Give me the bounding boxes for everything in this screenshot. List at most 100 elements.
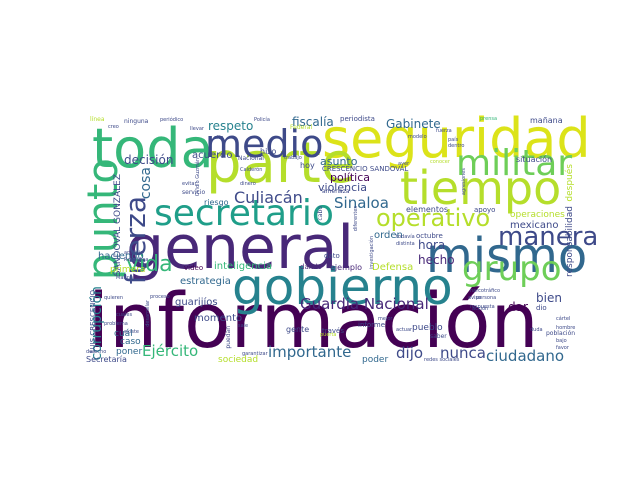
word-pueblo: pueblo: [412, 323, 443, 333]
word-situacion: situación: [516, 155, 553, 164]
word-fiscalia: fiscalía: [292, 115, 334, 129]
word-evitar: evitar: [182, 181, 197, 187]
word-hizo: hizo: [260, 147, 277, 156]
word-guardia-nacional: Guardia Nacional: [300, 295, 429, 313]
word-hora: hora: [418, 238, 446, 252]
word-ejemplo: ejemplo: [330, 263, 363, 272]
word-poblacion: población: [546, 330, 576, 337]
word-grupo: grupo: [462, 249, 562, 289]
word-cuales: cuales: [116, 312, 133, 318]
word-servicio: servicio: [182, 189, 206, 196]
word-periodico: periódico: [160, 117, 184, 123]
word-informe: informe: [358, 321, 386, 329]
word-ciudadano: ciudadano: [486, 347, 565, 365]
word-quieren: quieren: [104, 295, 123, 301]
word-diferentes: diferentes: [353, 206, 359, 232]
word-creo: creo: [108, 124, 119, 130]
word-favor: favor: [556, 345, 569, 351]
word-mismo: mismo: [426, 228, 588, 284]
word-sale: sale: [238, 323, 249, 329]
word-operaciones: operaciones: [510, 210, 565, 220]
word-respeto: respeto: [208, 119, 254, 133]
word-policia: Policía: [254, 117, 270, 123]
word-apoyo: apoyo: [474, 206, 496, 214]
word-momento: momento: [194, 313, 243, 324]
word-general: general: [126, 213, 355, 283]
word-vida: vida: [126, 252, 173, 277]
word-seguridad: seguridad: [322, 107, 591, 170]
word-poner: poner: [116, 347, 143, 357]
word-orden: orden: [374, 230, 403, 241]
word-hecho: hecho: [418, 253, 455, 267]
word-accion: acción: [472, 306, 489, 312]
word-cartel: cártel: [556, 316, 571, 322]
word-marina: Marina: [116, 275, 134, 281]
word-federal: Federal: [290, 124, 313, 131]
word-cual: cuál: [114, 329, 133, 339]
word-guarijios: guarijíos: [175, 297, 218, 308]
word-trabajo: trabajo: [284, 155, 302, 161]
word-octubre: octubre: [416, 232, 443, 240]
word-mejor: mejor: [378, 316, 393, 322]
word-despues: después: [565, 164, 575, 202]
word-duda: duda: [530, 327, 543, 333]
word-luis-crescencio: LUIS CRESCENCIO: [89, 290, 97, 354]
word-culiacan: Culiacán: [234, 188, 303, 207]
word-analisis: análisis: [124, 250, 143, 256]
word-distinta: distinta: [396, 241, 415, 247]
word-garantizar: garantizar: [242, 351, 268, 357]
word-problema: problema: [104, 321, 128, 327]
word-fuerza-small: fuerza: [436, 128, 452, 134]
word-asunto: asunto: [320, 155, 358, 168]
word-gobierno: gobierno: [232, 258, 453, 316]
word-acuerdo: acuerdo: [192, 150, 233, 161]
word-defensa: Defensa: [372, 262, 414, 273]
word-crescencio-sandoval: CRESCENCIO SANDOVAL: [322, 165, 409, 173]
word-violencia: violencia: [318, 181, 367, 194]
word-respuesta: respuesta: [470, 304, 495, 310]
word-proceso: proceso: [150, 294, 170, 300]
word-dentro: dentro: [448, 143, 465, 149]
word-dijo: dijo: [396, 344, 424, 362]
word-puerta: puerta: [320, 332, 337, 338]
word-dando: dando: [300, 263, 322, 271]
word-actuar: actuar: [396, 327, 413, 333]
word-ninguna: ninguna: [124, 118, 149, 125]
word-conocer: conocer: [430, 159, 450, 165]
word-ejercito: Ejército: [142, 342, 199, 360]
word-redes-sociales: redes sociales: [424, 357, 460, 363]
word-dar: dar: [508, 300, 528, 314]
word-agresiones: agresiones: [461, 168, 467, 196]
word-elementos: elementos: [406, 205, 449, 214]
word-dio: dio: [536, 304, 547, 312]
word-dinero: dinero: [240, 181, 256, 187]
word-puedan: puedan: [225, 326, 232, 349]
word-amenaza: amenaza: [322, 188, 350, 195]
word-parte: parte: [206, 131, 356, 196]
word-manera: manera: [498, 222, 599, 252]
word-hombre: hombre: [556, 325, 576, 331]
word-secretario: secretario: [154, 193, 334, 234]
word-responsabilidad: responsabilidad: [565, 206, 575, 278]
word-inteligencia: inteligencia: [214, 261, 272, 272]
word-gabinete: Gabinete: [386, 117, 441, 131]
word-riesgo: riesgo: [204, 198, 229, 207]
word-mexicano: mexicano: [510, 220, 559, 231]
word-modelo: modelo: [408, 134, 427, 140]
word-cosa: cosa: [138, 167, 154, 200]
word-desarrollar: desarrollar: [145, 300, 151, 327]
word-linea: línea: [90, 116, 105, 123]
word-toda: toda: [92, 117, 214, 180]
word-republica: República: [124, 257, 149, 263]
word-ayer: ayer: [398, 161, 410, 167]
word-gente: gente: [286, 325, 310, 334]
word-manana: mañana: [530, 116, 563, 125]
word-aviso: aviso: [468, 295, 482, 301]
word-operativo: operativo: [376, 204, 491, 232]
word-medio: medio: [205, 122, 324, 166]
word-saber: saber: [430, 333, 447, 340]
word-todavia: todavía: [396, 234, 415, 240]
word-caso: caso: [120, 337, 141, 347]
word-nacional: Nacional: [238, 155, 264, 162]
word-nunca: nunca: [440, 344, 486, 362]
